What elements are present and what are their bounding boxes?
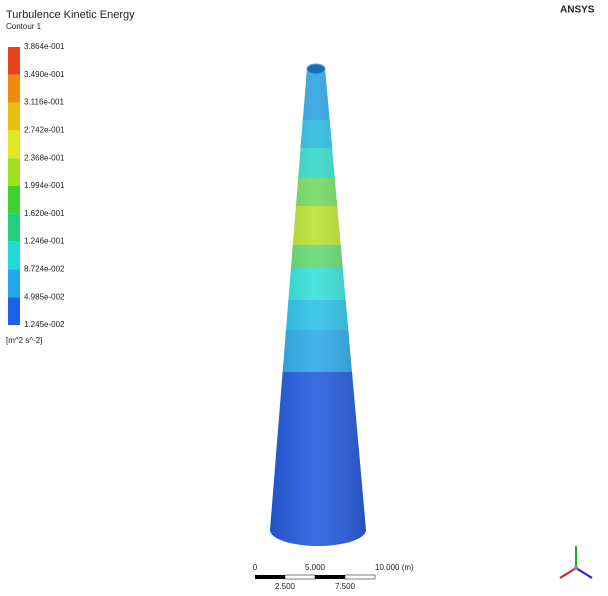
legend-subtitle: Contour 1: [6, 22, 42, 31]
legend-swatch: [8, 214, 20, 242]
legend-swatch: [8, 75, 20, 103]
legend-unit: [m^2 s^-2]: [6, 336, 42, 345]
scale-label: 2.500: [275, 582, 296, 591]
logo: ANSYS: [560, 5, 595, 16]
scale-label: 7.500: [335, 582, 356, 591]
legend-label: 1.245e-002: [24, 320, 65, 329]
cone: [260, 60, 380, 562]
legend-swatch: [8, 130, 20, 158]
legend-label: 3.490e-001: [24, 70, 65, 79]
legend-label: 1.994e-001: [24, 181, 65, 190]
scale-bar: [255, 575, 375, 579]
scale-label: 10.000 (m): [375, 563, 414, 572]
color-legend: 3.864e-001 3.490e-001 3.116e-001 2.742e-001…: [8, 42, 65, 329]
legend-swatch: [8, 242, 20, 270]
legend-label: 2.368e-001: [24, 153, 65, 162]
scale-label: 5.000: [305, 563, 326, 572]
legend-label: 4.985e-002: [24, 292, 65, 301]
legend-label: 1.620e-001: [24, 209, 65, 218]
legend-title: Turbulence Kinetic Energy: [6, 9, 135, 21]
legend-swatch: [8, 269, 20, 297]
legend-label: 1.246e-001: [24, 237, 65, 246]
axis-triad: [560, 546, 592, 578]
page: {"legend": {"title": "Turbulence Kinetic…: [0, 0, 608, 596]
legend-label: 8.724e-002: [24, 265, 65, 274]
legend-swatch: [8, 297, 20, 325]
legend-swatch: [8, 47, 20, 75]
legend-label: 2.742e-001: [24, 126, 65, 135]
viewport: Turbulence Kinetic Energy Contour 1 3.86…: [0, 0, 608, 596]
legend-swatch: [8, 186, 20, 214]
legend-swatch: [8, 158, 20, 186]
legend-swatch: [8, 103, 20, 131]
legend-label: 3.864e-001: [24, 42, 65, 51]
scale-label: 0: [253, 563, 258, 572]
cone-top: [307, 64, 325, 74]
legend-label: 3.116e-001: [24, 98, 64, 107]
